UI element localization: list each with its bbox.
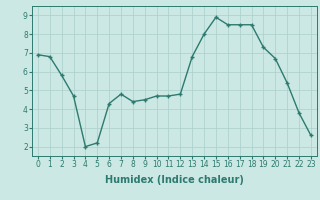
X-axis label: Humidex (Indice chaleur): Humidex (Indice chaleur) [105,175,244,185]
